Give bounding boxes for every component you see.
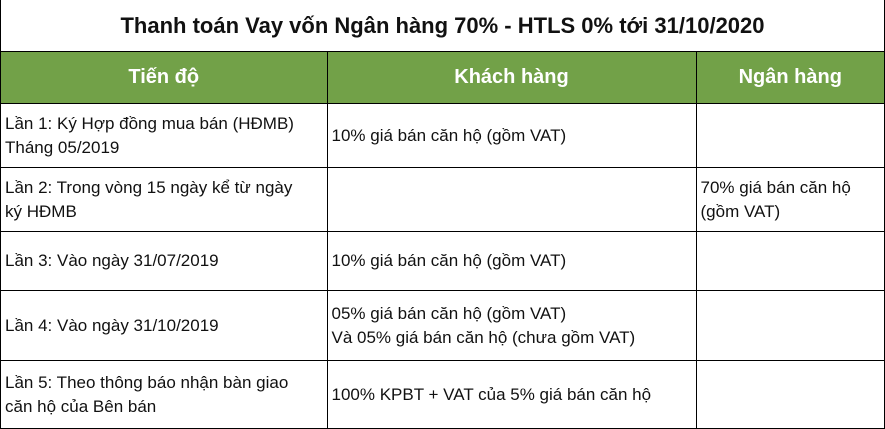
cell-line: Lần 5: Theo thông báo nhận bàn giao <box>5 373 289 392</box>
cell-bank <box>696 290 884 361</box>
table-row: Lần 3: Vào ngày 31/07/2019 10% giá bán c… <box>1 231 884 291</box>
cell-line: 05% giá bán căn hộ (gồm VAT) <box>331 303 567 323</box>
cell-progress: Lần 4: Vào ngày 31/10/2019 <box>1 290 328 361</box>
column-header-progress: Tiến độ <box>1 52 328 104</box>
cell-customer: 100% KPBT + VAT của 5% giá bán căn hộ <box>327 360 697 429</box>
column-header-customer: Khách hàng <box>327 52 697 104</box>
cell-progress: Lần 5: Theo thông báo nhận bàn giao căn … <box>1 360 328 429</box>
cell-line: 10% giá bán căn hộ (gồm VAT) <box>331 251 567 270</box>
cell-customer: 10% giá bán căn hộ (gồm VAT) <box>327 231 697 291</box>
header-row: Tiến độ Khách hàng Ngân hàng <box>1 52 884 104</box>
cell-line: Lần 3: Vào ngày 31/07/2019 <box>5 251 219 270</box>
payment-table: Tiến độ Khách hàng Ngân hàng Lần 1: Ký H… <box>1 52 884 429</box>
cell-customer: 05% giá bán căn hộ (gồm VAT) Và 05% giá … <box>327 290 697 361</box>
cell-line: Tháng 05/2019 <box>5 137 120 157</box>
column-header-bank: Ngân hàng <box>696 52 884 104</box>
table-title: Thanh toán Vay vốn Ngân hàng 70% - HTLS … <box>1 0 884 52</box>
table-row: Lần 1: Ký Hợp đồng mua bán (HĐMB) Tháng … <box>1 103 884 168</box>
cell-bank <box>696 103 884 168</box>
cell-line: căn hộ của Bên bán <box>5 397 157 416</box>
cell-bank <box>696 361 884 429</box>
cell-line: 70% giá bán căn hộ <box>700 177 851 197</box>
cell-line: 10% giá bán căn hộ (gồm VAT) <box>331 125 567 145</box>
table-row: Lần 5: Theo thông báo nhận bàn giao căn … <box>1 360 884 429</box>
cell-line: (gồm VAT) <box>700 201 781 221</box>
cell-line: ký HĐMB <box>5 201 77 221</box>
cell-progress: Lần 1: Ký Hợp đồng mua bán (HĐMB) Tháng … <box>1 103 328 168</box>
cell-bank: 70% giá bán căn hộ (gồm VAT) <box>696 167 884 232</box>
cell-customer: 10% giá bán căn hộ (gồm VAT) <box>327 103 697 168</box>
cell-line: Lần 4: Vào ngày 31/10/2019 <box>5 315 219 335</box>
cell-progress: Lần 2: Trong vòng 15 ngày kể từ ngày ký … <box>1 167 328 232</box>
cell-bank <box>696 231 884 291</box>
table-row: Lần 2: Trong vòng 15 ngày kể từ ngày ký … <box>1 167 884 232</box>
cell-line: Lần 1: Ký Hợp đồng mua bán (HĐMB) <box>5 113 294 133</box>
cell-customer <box>327 167 697 232</box>
table-row: Lần 4: Vào ngày 31/10/2019 05% giá bán c… <box>1 290 884 361</box>
cell-progress: Lần 3: Vào ngày 31/07/2019 <box>1 231 328 291</box>
cell-line: Và 05% giá bán căn hộ (chưa gồm VAT) <box>331 327 636 347</box>
cell-line: Lần 2: Trong vòng 15 ngày kể từ ngày <box>5 177 293 197</box>
cell-line: 100% KPBT + VAT của 5% giá bán căn hộ <box>331 385 652 404</box>
